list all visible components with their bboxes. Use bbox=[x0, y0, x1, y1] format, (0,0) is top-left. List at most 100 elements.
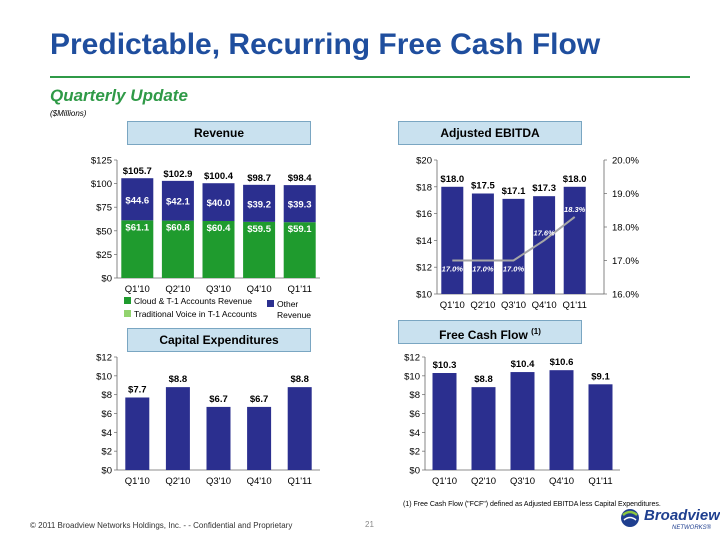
x-tick-label: Q1'11 bbox=[288, 476, 312, 487]
logo-name: Broadview bbox=[644, 507, 720, 524]
bar-value-label: $10.6 bbox=[550, 357, 574, 368]
x-tick-label: Q3'10 bbox=[510, 476, 535, 487]
fcf-header-note: (1) bbox=[531, 327, 541, 336]
margin-line bbox=[452, 216, 576, 262]
bar-cloud-t1 bbox=[161, 220, 194, 278]
bar bbox=[125, 397, 150, 470]
bar bbox=[510, 372, 535, 470]
bar bbox=[206, 406, 231, 470]
bar-other-revenue bbox=[243, 184, 276, 222]
y2-tick-label: 18.0% bbox=[612, 223, 639, 234]
y-tick-label: $12 bbox=[404, 353, 420, 364]
bar-cloud-t1 bbox=[283, 222, 316, 278]
y-tick-label: $10 bbox=[416, 290, 432, 301]
bar-value-label: $8.8 bbox=[290, 374, 309, 385]
revenue-header: Revenue bbox=[127, 121, 311, 145]
y-tick-label: $16 bbox=[416, 209, 432, 220]
y-tick-label: $6 bbox=[101, 409, 112, 420]
legend-swatch-other bbox=[267, 300, 274, 307]
bar bbox=[563, 186, 586, 294]
bar bbox=[533, 196, 556, 294]
y-tick-label: $4 bbox=[409, 428, 420, 439]
y-tick-label: $0 bbox=[409, 466, 420, 477]
bar-cloud-t1 bbox=[202, 220, 235, 278]
x-tick-label: Q2'10 bbox=[470, 300, 495, 311]
y-tick-label: $50 bbox=[96, 226, 112, 237]
bar-other-revenue bbox=[283, 185, 316, 223]
total-label: $102.9 bbox=[163, 169, 192, 180]
y-tick-label: $6 bbox=[409, 409, 420, 420]
bar-value-label: $44.6 bbox=[125, 195, 149, 206]
margin-label: 17.0% bbox=[442, 265, 464, 274]
y-tick-label: $2 bbox=[409, 447, 420, 458]
bar-value-label: $9.1 bbox=[591, 371, 610, 382]
y-tick-label: $4 bbox=[101, 428, 112, 439]
y-tick-label: $12 bbox=[416, 263, 432, 274]
x-tick-label: Q4'10 bbox=[247, 284, 272, 295]
total-label: $100.4 bbox=[204, 171, 234, 182]
y-tick-label: $14 bbox=[416, 236, 432, 247]
total-label: $98.7 bbox=[247, 173, 271, 184]
legend-label: Cloud & T-1 Accounts Revenue bbox=[134, 296, 252, 306]
total-label: $105.7 bbox=[123, 166, 152, 177]
x-tick-label: Q4'10 bbox=[549, 476, 574, 487]
margin-label: 17.0% bbox=[472, 265, 494, 274]
y-tick-label: $8 bbox=[409, 390, 420, 401]
y-tick-label: $75 bbox=[96, 203, 112, 214]
x-tick-label: Q2'10 bbox=[165, 284, 190, 295]
ebitda-header: Adjusted EBITDA bbox=[398, 121, 582, 145]
x-tick-label: Q3'10 bbox=[501, 300, 526, 311]
y-tick-label: $12 bbox=[96, 353, 112, 364]
bar-value-label: $17.3 bbox=[532, 183, 556, 194]
bar-value-label: $60.4 bbox=[207, 223, 231, 234]
bar bbox=[471, 387, 496, 470]
bar bbox=[441, 186, 464, 294]
bar-value-label: $42.1 bbox=[166, 197, 190, 208]
y-tick-label: $125 bbox=[91, 156, 112, 167]
copyright: © 2011 Broadview Networks Holdings, Inc.… bbox=[30, 521, 293, 530]
legend-label: Traditional Voice in T-1 Accounts bbox=[134, 309, 257, 319]
bar-value-label: $17.5 bbox=[471, 181, 495, 192]
footnote: (1) Free Cash Flow ("FCF") defined as Ad… bbox=[403, 501, 661, 508]
legend-swatch-cloud bbox=[124, 297, 131, 304]
bar-value-label: $61.1 bbox=[125, 222, 149, 233]
x-tick-label: Q1'11 bbox=[588, 476, 612, 487]
bar bbox=[549, 370, 574, 470]
page-title: Predictable, Recurring Free Cash Flow bbox=[50, 28, 601, 61]
y-tick-label: $8 bbox=[101, 390, 112, 401]
logo-subtext: NETWORKS® bbox=[672, 525, 712, 531]
bar-value-label: $59.1 bbox=[288, 224, 312, 235]
x-tick-label: Q1'10 bbox=[432, 476, 457, 487]
bar bbox=[588, 384, 613, 470]
bar bbox=[165, 387, 190, 470]
units-note: ($Millions) bbox=[50, 109, 87, 118]
bar bbox=[247, 406, 272, 470]
y-tick-label: $18 bbox=[416, 182, 432, 193]
y2-tick-label: 17.0% bbox=[612, 256, 639, 267]
bar-value-label: $60.8 bbox=[166, 223, 190, 234]
page-number: 21 bbox=[365, 520, 374, 529]
margin-label: 17.0% bbox=[503, 265, 525, 274]
x-tick-label: Q4'10 bbox=[532, 300, 557, 311]
x-tick-label: Q1'10 bbox=[125, 284, 150, 295]
bar-other-revenue bbox=[202, 183, 235, 221]
total-label: $98.4 bbox=[288, 173, 312, 184]
bar bbox=[287, 387, 312, 470]
fcf-header-label: Free Cash Flow bbox=[439, 328, 528, 342]
x-tick-label: Q1'10 bbox=[125, 476, 150, 487]
y2-tick-label: 20.0% bbox=[612, 156, 639, 167]
bar bbox=[502, 198, 525, 294]
x-tick-label: Q1'11 bbox=[563, 300, 587, 311]
legend-swatch-traditional bbox=[124, 310, 131, 317]
bar-other-revenue bbox=[161, 180, 194, 221]
margin-label: 17.6% bbox=[533, 228, 555, 237]
fcf-header: Free Cash Flow (1) bbox=[398, 320, 582, 344]
bar-value-label: $7.7 bbox=[128, 384, 147, 395]
title-divider bbox=[50, 76, 690, 78]
legend-label: Revenue bbox=[277, 310, 311, 320]
bar-value-label: $6.7 bbox=[250, 394, 269, 405]
y-tick-label: $2 bbox=[101, 447, 112, 458]
legend-label: Other bbox=[277, 299, 298, 309]
bar-value-label: $40.0 bbox=[207, 198, 231, 209]
